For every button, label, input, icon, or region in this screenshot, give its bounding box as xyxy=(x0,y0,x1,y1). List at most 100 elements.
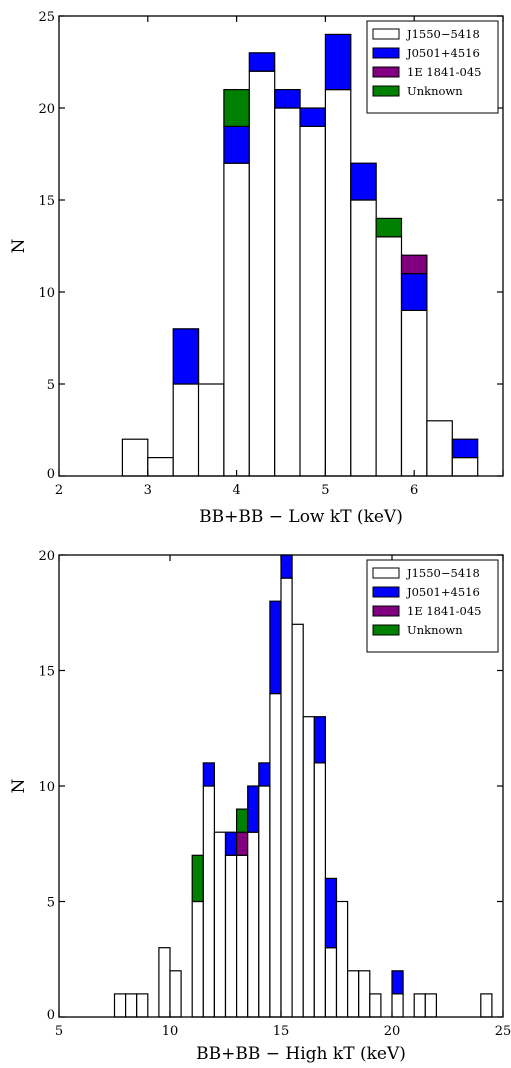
bar-j1550-5418-bin-11 xyxy=(375,236,403,477)
legend-swatch-unknown xyxy=(372,624,400,636)
bar-j1550-5418-bin-28 xyxy=(413,993,426,1018)
bar-j1550-5418-bin-13 xyxy=(426,420,453,477)
bar-j1550-5418-bin-11 xyxy=(224,854,238,1018)
legend-label: J0501+4516 xyxy=(406,585,480,599)
bar-j0501-4516-bin-12 xyxy=(400,273,428,312)
bar-j1550-5418-bin-9 xyxy=(324,88,352,477)
legend-label: J1550−5418 xyxy=(406,27,480,41)
chart-1: 2 3 4 5 6 0 5 10 15 20 25 BB+BB − Low kT (keV) N J155… xyxy=(9,10,504,527)
bar-j1550-5418-bin-21 xyxy=(335,900,349,1018)
legend: J1550−5418 J0501+4516 1E 1841-045 Unknown xyxy=(366,559,499,653)
bar-j1550-5418-bin-5 xyxy=(158,947,171,1018)
y-tick-label: 5 xyxy=(47,896,55,911)
legend: J1550−5418 J0501+4516 1E 1841-045 Unknown xyxy=(366,20,499,114)
bar-j0501-4516-bin-19 xyxy=(313,716,326,764)
x-axis-label: BB+BB − Low kT (keV) xyxy=(199,507,403,527)
bar-unknown-bin-11 xyxy=(375,217,403,238)
bar-j1550-5418-bin-14 xyxy=(258,785,271,1018)
legend-swatch-j1550-5418 xyxy=(372,567,400,579)
y-tick-label: 15 xyxy=(38,665,55,680)
bar-j1550-5418-bin-7 xyxy=(274,107,301,477)
bar-j0501-4516-bin-8 xyxy=(299,107,326,127)
y-tick-label: 10 xyxy=(38,286,55,301)
x-tick-label: 15 xyxy=(273,1024,290,1039)
legend-label: J0501+4516 xyxy=(406,46,480,60)
bar-j0501-4516-bin-15 xyxy=(269,600,282,695)
bar-j1550-5418-bin-8 xyxy=(299,125,326,477)
bar-j1550-5418-bin-19 xyxy=(313,762,326,1018)
bar-j1550-5418-bin-18 xyxy=(302,716,315,1018)
y-tick-label: 20 xyxy=(38,549,55,564)
bar-j1550-5418-bin-17 xyxy=(291,623,304,1018)
legend-swatch-1e-1841-045 xyxy=(372,605,400,617)
bar-j0501-4516-bin-11 xyxy=(224,831,238,856)
x-tick-label: 20 xyxy=(384,1024,401,1039)
legend-swatch-1e-1841-045 xyxy=(372,66,400,78)
bar-j1550-5418-bin-3 xyxy=(172,383,200,477)
legend-swatch-unknown xyxy=(372,85,400,97)
bar-j1550-5418-bin-2 xyxy=(124,993,138,1018)
bar-j1550-5418-bin-10 xyxy=(213,831,227,1018)
x-tick-label: 4 xyxy=(232,483,240,498)
bar-j1550-5418-bin-6 xyxy=(169,970,182,1018)
x-tick-label: 5 xyxy=(55,1024,63,1039)
bar-j1550-5418-bin-12 xyxy=(236,854,249,1018)
y-tick-label: 25 xyxy=(38,10,55,25)
bar-j1550-5418-bin-15 xyxy=(269,692,282,1018)
x-tick-label: 25 xyxy=(495,1024,511,1039)
bars xyxy=(113,554,493,1018)
y-tick-label: 15 xyxy=(38,194,55,209)
bar-j1550-5418-bin-2 xyxy=(147,457,174,477)
bar-j0501-4516-bin-20 xyxy=(324,877,338,949)
legend-label: Unknown xyxy=(407,84,463,98)
bar-unknown-bin-12 xyxy=(236,808,249,833)
bar-j1550-5418-bin-13 xyxy=(247,831,260,1018)
bar-j1550-5418-bin-1 xyxy=(121,438,149,477)
bar-j1550-5418-bin-26 xyxy=(391,993,404,1018)
legend-label: 1E 1841-045 xyxy=(407,604,481,618)
bar-j1550-5418-bin-6 xyxy=(248,70,276,477)
bar-1e-1841-045-bin-12 xyxy=(236,831,249,856)
bar-j0501-4516-bin-26 xyxy=(391,970,404,995)
y-tick-label: 5 xyxy=(47,378,55,393)
bar-j0501-4516-bin-3 xyxy=(172,328,200,385)
x-axis-label: BB+BB − High kT (keV) xyxy=(196,1044,406,1063)
y-tick-label: 10 xyxy=(38,780,55,795)
y-axis-label: N xyxy=(9,238,29,253)
plot-frame xyxy=(58,15,504,477)
bar-j0501-4516-bin-5 xyxy=(223,125,250,164)
bar-unknown-bin-8 xyxy=(191,854,204,903)
bar-j0501-4516-bin-13 xyxy=(247,785,260,833)
y-tick-label: 0 xyxy=(47,1008,55,1023)
bar-j1550-5418-bin-14 xyxy=(451,457,479,477)
bar-j0501-4516-bin-7 xyxy=(274,88,301,109)
bar-j0501-4516-bin-10 xyxy=(350,162,377,201)
x-tick-label: 2 xyxy=(55,483,63,498)
legend-swatch-j0501-4516 xyxy=(372,47,400,59)
bar-j1550-5418-bin-9 xyxy=(202,785,216,1018)
x-tick-label: 6 xyxy=(410,483,418,498)
bar-j1550-5418-bin-24 xyxy=(369,993,382,1018)
legend-swatch-j1550-5418 xyxy=(372,28,400,40)
bar-j1550-5418-bin-1 xyxy=(113,993,127,1018)
legend-label: J1550−5418 xyxy=(406,566,480,580)
bar-j0501-4516-bin-16 xyxy=(280,554,293,579)
bar-j1550-5418-bin-10 xyxy=(350,199,377,477)
y-tick-label: 20 xyxy=(38,102,55,117)
bar-j1550-5418-bin-16 xyxy=(280,577,293,1018)
x-tick-label: 5 xyxy=(321,483,329,498)
bar-j1550-5418-bin-8 xyxy=(191,900,204,1018)
legend-label: 1E 1841-045 xyxy=(407,65,481,79)
legend-label: Unknown xyxy=(407,623,463,637)
bar-j1550-5418-bin-12 xyxy=(400,309,428,477)
legend-swatch-j0501-4516 xyxy=(372,586,400,598)
bar-j1550-5418-bin-29 xyxy=(424,993,437,1018)
bar-j1550-5418-bin-3 xyxy=(136,993,149,1018)
bars xyxy=(121,33,479,477)
x-tick-label: 10 xyxy=(162,1024,179,1039)
bar-unknown-bin-5 xyxy=(223,88,250,127)
bar-j0501-4516-bin-6 xyxy=(248,52,276,72)
y-tick-label: 0 xyxy=(47,467,55,482)
